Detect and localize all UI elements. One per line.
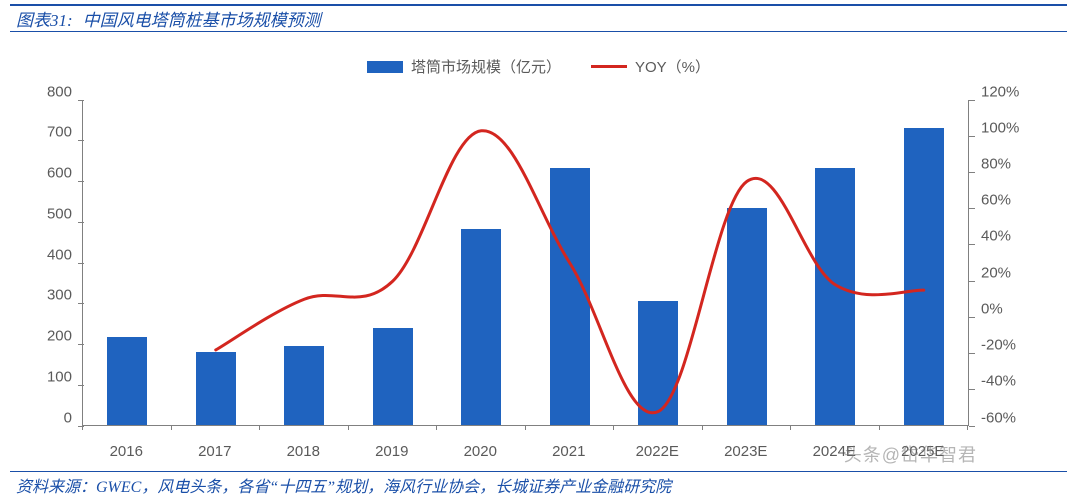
plot-area (82, 100, 969, 426)
legend-bar: 塔筒市场规模（亿元） (367, 56, 561, 77)
legend-line-label: YOY（%） (635, 56, 710, 77)
x-tick-mark (790, 425, 791, 430)
x-tick-mark (525, 425, 526, 430)
chart-legend: 塔筒市场规模（亿元） YOY（%） (0, 56, 1077, 77)
x-category: 2019 (375, 443, 408, 460)
x-tick-mark (171, 425, 172, 430)
x-category: 2021 (552, 443, 585, 460)
x-tick-mark (613, 425, 614, 430)
chart-index: 图表31: (16, 6, 73, 31)
x-axis: 2016201720182019202020212022E2023E2024E2… (82, 430, 969, 460)
x-tick-mark (259, 425, 260, 430)
legend-bar-label: 塔筒市场规模（亿元） (411, 56, 561, 77)
x-tick-mark (967, 425, 968, 430)
x-category: 2020 (464, 443, 497, 460)
x-tick-mark (879, 425, 880, 430)
x-category: 2023E (724, 443, 767, 460)
x-tick-mark (702, 425, 703, 430)
x-tick-mark (436, 425, 437, 430)
line-series (83, 100, 968, 425)
y-axis-right: -60%-40%-20%0%20%40%60%80%100%120% (975, 100, 1033, 426)
legend-line: YOY（%） (591, 56, 710, 77)
legend-bar-swatch (367, 61, 403, 73)
legend-line-swatch (591, 65, 627, 68)
source-text: 资料来源：GWEC，风电头条，各省“十四五”规划，海风行业协会，长城证券产业金融… (16, 473, 671, 497)
yoy-line (216, 131, 924, 413)
watermark: 头条@岱华智君 (844, 441, 977, 467)
x-category: 2016 (110, 443, 143, 460)
chart-title: 中国风电塔筒桩基市场规模预测 (83, 6, 321, 31)
x-category: 2018 (287, 443, 320, 460)
x-tick-mark (82, 425, 83, 430)
x-category: 2022E (636, 443, 679, 460)
chart-area: 0100200300400500600700800 -60%-40%-20%0%… (20, 100, 1033, 460)
x-tick-mark (348, 425, 349, 430)
y-axis-left: 0100200300400500600700800 (20, 100, 78, 426)
x-category: 2017 (198, 443, 231, 460)
